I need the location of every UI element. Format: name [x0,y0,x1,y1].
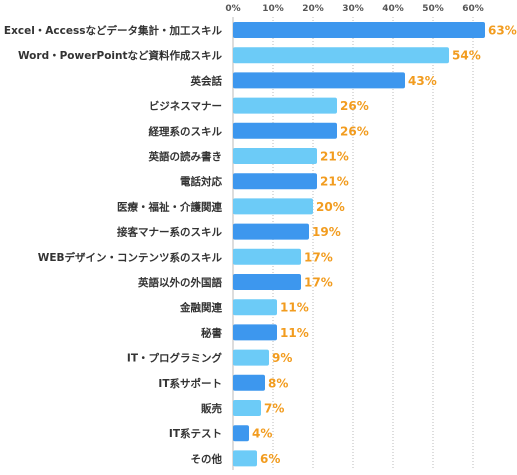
value-label: 17% [304,250,333,264]
category-label: IT系テスト [169,427,222,440]
category-label: Excel・Accessなどデータ集計・加工スキル [4,24,223,37]
bar [233,223,309,240]
category-label: ビジネスマナー [149,100,222,113]
value-label: 17% [304,276,333,290]
bar [233,22,485,38]
value-label: 54% [452,49,481,63]
x-tick-label: 20% [302,4,324,14]
x-tick-label: 40% [382,4,404,14]
category-label: Word・PowerPointなど資料作成スキル [18,49,223,62]
bar [233,400,261,416]
bar [233,72,405,89]
value-label: 11% [280,301,309,315]
category-label: 接客マナー系のスキル [117,226,222,239]
value-label: 26% [340,124,369,138]
value-label: 21% [320,175,349,189]
category-label: 秘書 [201,326,222,339]
bar [233,299,277,316]
category-label: 金融関連 [179,301,222,314]
bar [233,425,249,442]
category-label: 英語以外の外国語 [137,276,222,289]
category-label: 電話対応 [180,175,222,188]
value-label: 20% [316,200,345,214]
bar [233,324,277,341]
x-tick-label: 0% [225,4,240,14]
bar [233,198,313,215]
value-label: 11% [280,326,309,340]
category-label: 経理系のスキル [149,125,223,138]
value-label: 9% [272,351,292,365]
x-tick-label: 10% [262,4,284,14]
category-label: 販売 [201,402,222,415]
value-label: 43% [408,74,437,88]
value-label: 4% [252,427,272,441]
bar [233,374,265,391]
bar [233,274,301,290]
x-tick-label: 60% [462,4,484,14]
category-label: IT系サポート [158,377,222,390]
bar [233,173,317,190]
category-label: 英会話 [190,74,223,87]
x-tick-label: 30% [342,4,364,14]
value-label: 19% [312,225,341,239]
x-tick-label: 50% [422,4,444,14]
bar [233,248,301,265]
bar [233,148,317,164]
bar [233,122,337,139]
category-label: その他 [191,452,223,465]
category-label: IT・プログラミング [127,352,223,365]
bar [233,97,337,114]
bar [233,450,257,467]
value-label: 8% [268,376,288,390]
category-label: 医療・福祉・介護関連 [117,200,222,213]
bar [233,47,449,64]
value-label: 21% [320,150,349,164]
bar [233,349,269,366]
category-label: WEBデザイン・コンテンツ系のスキル [38,251,223,264]
value-label: 26% [340,99,369,113]
category-label: 英語の読み書き [148,150,223,163]
value-label: 6% [260,452,280,466]
value-label: 7% [264,402,284,416]
value-label: 63% [488,24,517,38]
